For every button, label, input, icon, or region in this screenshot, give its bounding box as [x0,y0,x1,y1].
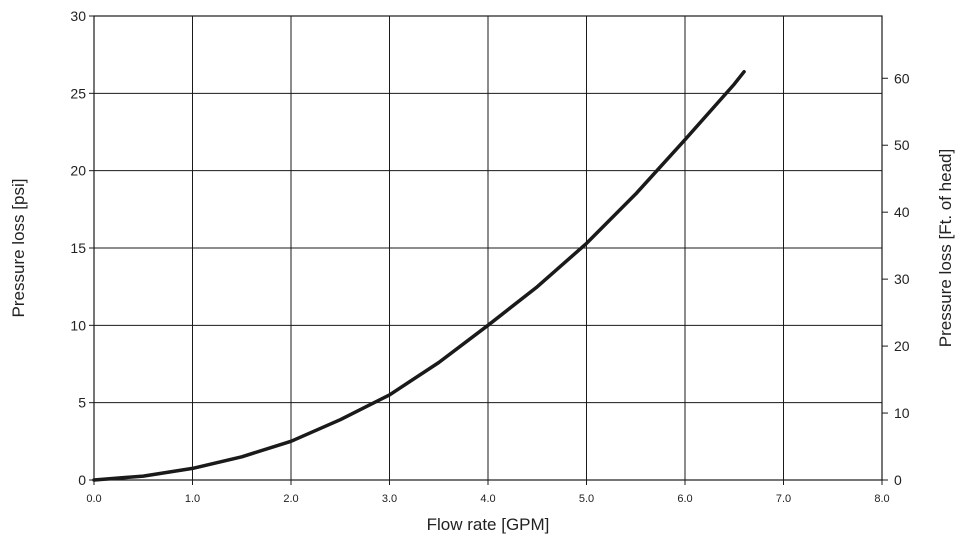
grid [93,15,883,481]
x-tick-label-0: 0.0 [86,493,101,505]
y-tick-label-0: 0 [78,472,86,488]
y-tick-label-6: 30 [70,8,86,24]
y2-tick-label-3: 30 [894,271,910,287]
x-tick-label-3: 3.0 [382,493,397,505]
series-line-0 [92,69,746,482]
series-layer [92,69,746,482]
y2-tick-label-0: 0 [894,472,902,488]
x-tick-label-7: 7.0 [776,493,791,505]
x-tick-label-8: 8.0 [874,493,889,505]
y2-axis-ticks: 0 10 20 30 40 50 60 [882,70,910,488]
y2-axis-label: Pressure loss [Ft. of head] [936,149,955,347]
y2-tick-label-5: 50 [894,137,910,153]
y2-tick-label-6: 60 [894,70,910,86]
y-tick-label-1: 5 [78,395,86,411]
y-tick-label-4: 20 [70,163,86,179]
y2-tick-label-2: 20 [894,338,910,354]
x-axis-label: Flow rate [GPM] [427,515,550,534]
y-axis-ticks: 0 5 10 15 20 25 30 [70,8,94,488]
y2-tick-label-4: 40 [894,204,910,220]
x-tick-label-6: 6.0 [677,493,692,505]
y-tick-label-5: 25 [70,85,86,101]
x-tick-label-1: 1.0 [185,493,200,505]
x-axis-ticks: 0.0 1.0 2.0 3.0 4.0 5.0 6.0 7.0 8.0 [86,480,890,505]
y-axis-label: Pressure loss [psi] [9,179,28,318]
x-tick-label-2: 2.0 [283,493,298,505]
y-tick-label-3: 15 [70,240,86,256]
y2-tick-label-1: 10 [894,405,910,421]
x-tick-label-4: 4.0 [480,493,495,505]
x-tick-label-5: 5.0 [579,493,594,505]
y-tick-label-2: 10 [70,317,86,333]
